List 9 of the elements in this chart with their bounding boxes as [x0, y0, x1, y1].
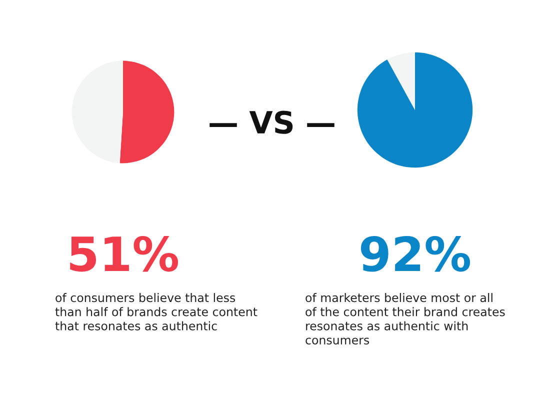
text: 51%	[70, 236, 178, 272]
pie-slice	[387, 52, 415, 110]
text: — VS —	[210, 110, 334, 134]
text: 92%	[360, 236, 470, 272]
pie-slice	[72, 60, 123, 164]
text: of marketers believe most or all of the content their brand creates resonates as authentic with consumers	[306, 293, 505, 344]
pie-slice	[120, 60, 174, 164]
pie-slice	[357, 52, 473, 168]
text: of consumers believe that less than half of brands create content that resonates as authentic	[55, 293, 258, 330]
